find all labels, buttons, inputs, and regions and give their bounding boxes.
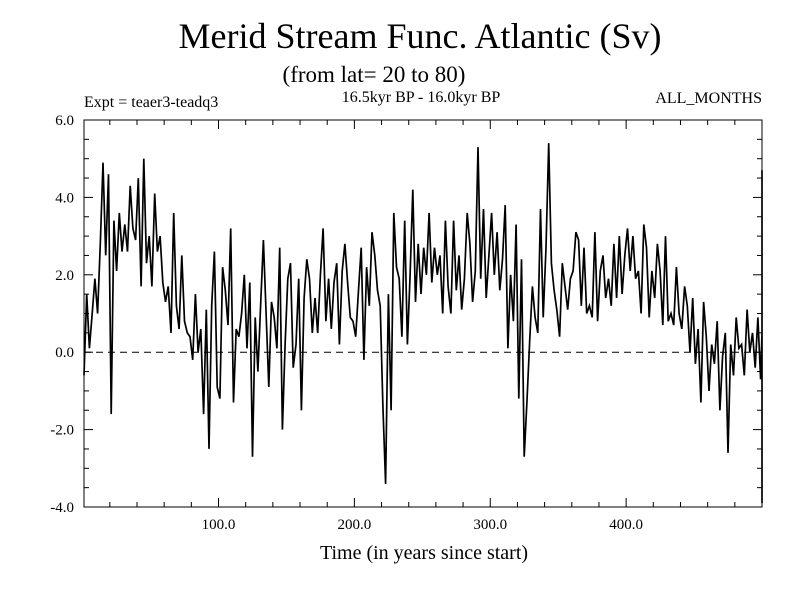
x-tick-label: 300.0 bbox=[473, 517, 507, 533]
y-tick-label: -2.0 bbox=[50, 423, 74, 439]
axis-ticks bbox=[84, 119, 762, 508]
chart-subtitle: (from lat= 20 to 80) bbox=[283, 62, 466, 87]
period-label: 16.5kyr BP - 16.0kyr BP bbox=[342, 89, 501, 106]
y-tick-label: 6.0 bbox=[55, 113, 74, 129]
months-label: ALL_MONTHS bbox=[655, 90, 762, 107]
chart-title: Merid Stream Func. Atlantic (Sv) bbox=[179, 16, 662, 56]
plot-frame bbox=[83, 119, 763, 508]
x-tick-label: 100.0 bbox=[202, 517, 236, 533]
y-tick-label: -4.0 bbox=[50, 500, 74, 516]
x-axis-label: Time (in years since start) bbox=[320, 542, 528, 564]
y-tick-label: 0.0 bbox=[55, 345, 74, 361]
x-tick-label: 200.0 bbox=[338, 517, 372, 533]
tick-labels: 6.0 4.0 2.0 0.0 -2.0 -4.0 100.0 200.0 300.0 400.0 bbox=[50, 113, 643, 533]
experiment-label: Expt = teaer3-teadq3 bbox=[84, 94, 218, 111]
y-tick-label: 4.0 bbox=[55, 190, 74, 206]
series-line bbox=[83, 143, 763, 504]
y-tick-label: 2.0 bbox=[55, 268, 74, 284]
x-tick-label: 400.0 bbox=[609, 517, 643, 533]
